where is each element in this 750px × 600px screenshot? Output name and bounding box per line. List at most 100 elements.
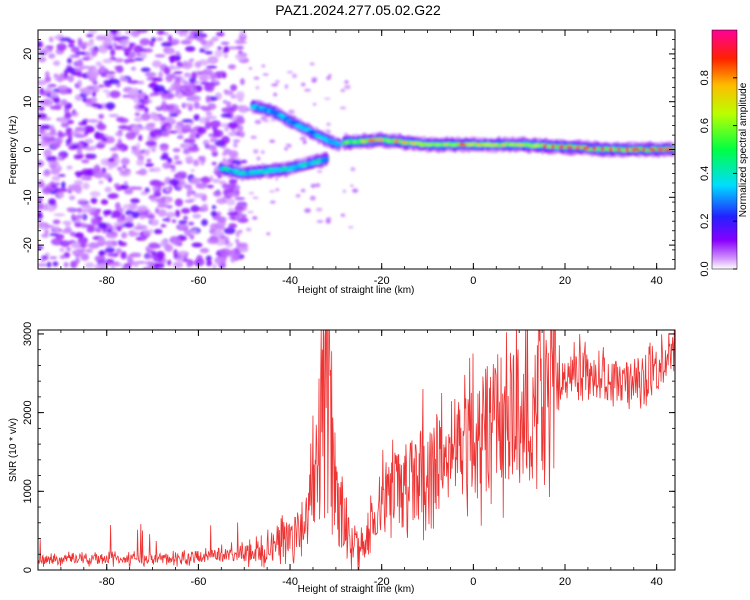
spectrogram-noise-blob [107,228,112,233]
spectrogram-noise-blob [252,196,259,199]
spectrogram-noise-blob [300,82,306,87]
spectrogram-noise-blob [80,253,90,261]
spectrogram-noise-blob [66,246,71,252]
snr-axes: -80 -60 -40 -20 0 20 40 0 1000 2000 3000 [22,322,675,588]
spectrogram-noise-blob [185,155,194,162]
spectrogram-noise-blob [82,57,91,61]
spectrogram-noise-blob [209,137,218,143]
spectrogram-noise-blob [205,118,211,122]
spectrogram-noise-blob [91,91,97,98]
spectrogram-noise-blob [221,152,228,156]
spectrogram-noise-blob [128,42,134,50]
spectrogram-noise-blob [103,209,112,216]
spectrogram-noise-blob [165,187,170,192]
spectrogram-noise-blob [38,214,44,219]
spectrogram-noise-blob [68,43,75,48]
spectrogram-noise-blob [154,54,166,58]
spectrogram-noise-blob [172,148,181,153]
spectrogram-noise-blob [288,109,295,115]
spectrogram-noise-blob [210,210,217,217]
spectrogram-noise-blob [101,137,108,142]
spectrogram-noise-blob [130,231,140,237]
spectrogram-peak-blob [458,143,467,147]
spectrogram-noise-blob [154,85,166,93]
spectrogram-noise-blob [211,205,217,210]
spectrogram-peak-blob [663,147,674,152]
spectrogram-noise-blob [250,135,257,139]
spectrogram-noise-blob [39,48,51,54]
spectrogram-peak-blob [625,147,630,152]
spectrogram-peak-blob [648,147,656,152]
spectrogram-noise-blob [234,53,247,61]
spectrogram-peak-blob [466,143,475,147]
spectrogram-noise-blob [46,155,58,162]
spectrogram-noise-blob [316,207,323,212]
spectrogram-noise-blob [149,40,155,47]
colorbar-tick-label: 0.0 [699,261,711,276]
spectrogram-noise-blob [107,193,119,199]
spectrogram-noise-blob [105,240,113,249]
spectrogram-noise-blob [148,83,159,87]
spectrogram-noise-blob [176,176,183,181]
spectrogram-noise-blob [206,184,214,189]
spectrogram-noise-blob [60,240,70,248]
spectrogram-noise-blob [136,142,141,151]
spectrogram-noise-blob [38,106,45,111]
spectrogram-noise-blob [70,242,80,249]
spectrogram-peak-blob [500,143,507,147]
spectrogram-noise-blob [196,35,205,42]
spectrogram-noise-blob [63,261,69,268]
spectrogram-noise-blob [139,38,151,46]
spectrogram-noise-blob [253,149,259,154]
spectrogram-noise-blob [187,146,200,153]
spectrogram-noise-blob [190,169,195,172]
spectrogram-noise-blob [110,265,116,269]
spectrogram-noise-blob [223,227,236,235]
spectrogram-noise-blob [105,235,118,239]
spectrogram-noise-blob [54,225,60,233]
spectrogram-x-label: Height of straight line (km) [298,285,415,296]
spectrogram-noise-blob [157,203,168,208]
spectrogram-noise-blob [88,242,100,249]
spectrogram-noise-blob [86,71,99,78]
spectrogram-y-tick-label: 0 [22,146,34,152]
spectrogram-noise-blob [206,260,213,267]
spectrogram-noise-blob [228,178,238,185]
spectrogram-x-tick-label: -80 [99,275,115,287]
spectrogram-noise-blob [116,225,122,232]
spectrogram-noise-blob [230,84,238,92]
spectrogram-noise-blob [352,188,359,193]
spectrogram-noise-blob [50,128,57,135]
colorbar-tick-label: 0.6 [699,118,711,133]
spectrogram-noise-blob [195,133,200,139]
spectrogram-noise-blob [190,229,198,234]
spectrogram-lower-branch [218,151,329,181]
spectrogram-noise-blob [162,90,171,94]
spectrogram-x-tick-label: 40 [651,275,663,287]
spectrogram-noise-blob [44,229,49,234]
spectrogram-x-tick-label: 0 [470,275,476,287]
spectrogram-noise-blob [140,113,151,121]
spectrogram-noise-blob [66,66,73,73]
spectrogram-noise-blob [170,38,180,46]
spectrogram-noise-blob [95,61,102,67]
spectrogram-noise-blob [171,219,177,224]
spectrogram-noise-blob [252,216,258,220]
spectrogram-noise-blob [67,75,75,83]
spectrogram-noise-blob [97,104,103,110]
colorbar-ticks: 0.0 0.2 0.4 0.6 0.8 [699,70,737,277]
snr-x-tick-label: -20 [374,576,390,588]
spectrogram-noise-blob [304,88,311,92]
spectrogram-peak-blob [641,147,646,152]
spectrogram-noise-blob [104,247,115,254]
spectrogram-noise-blob [72,109,76,115]
spectrogram-noise-blob [67,134,73,142]
spectrogram-noise-blob [239,30,247,37]
spectrogram-noise-blob [81,51,87,56]
spectrogram-noise-blob [104,186,112,193]
spectrogram-noise-blob [116,218,123,223]
spectrogram-noise-blob [223,46,230,53]
spectrogram-noise-blob [163,66,171,75]
spectrogram-noise-blob [316,220,324,223]
spectrogram-noise-blob [205,65,218,69]
